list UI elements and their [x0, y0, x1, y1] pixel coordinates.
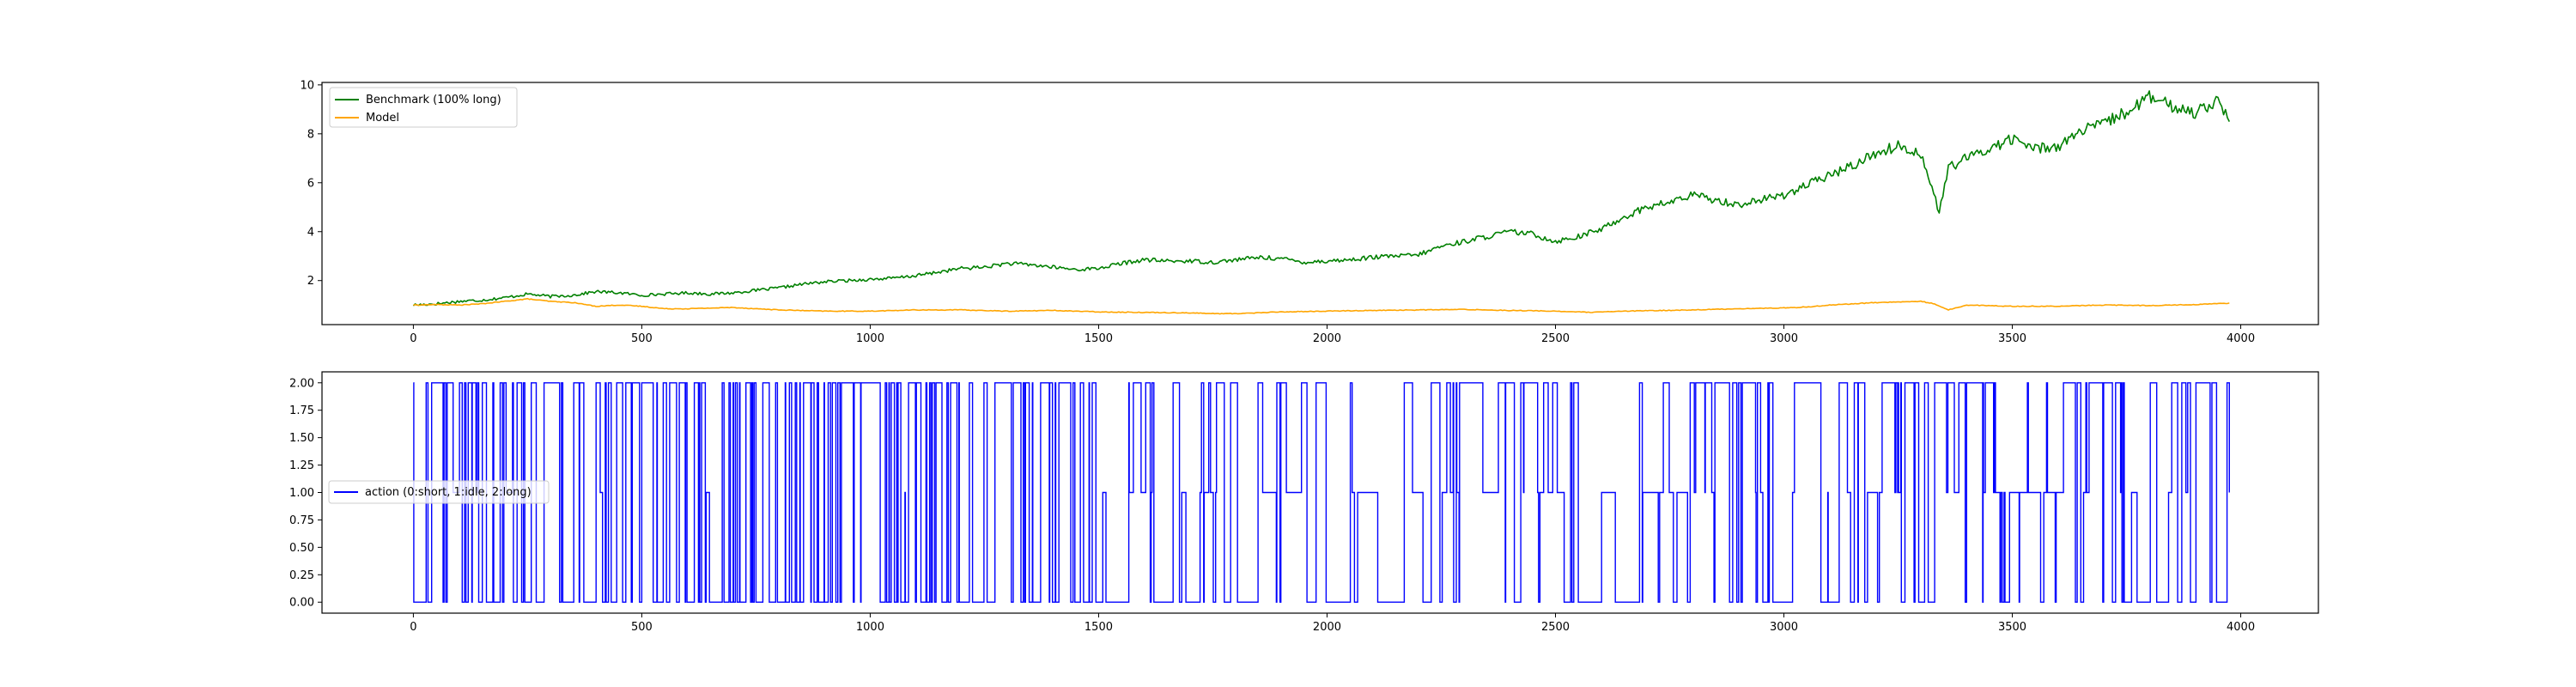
chart1-series-group [412, 90, 2231, 315]
chart2-xtick-label: 3000 [1770, 621, 1798, 634]
legend-model-label: Model [366, 112, 399, 125]
chart1-xtick-label: 500 [631, 332, 653, 345]
chart1-xtick-label: 2500 [1541, 332, 1570, 345]
chart1-xtick-label: 1500 [1084, 332, 1113, 345]
chart1-ytick-label: 2 [307, 275, 314, 288]
benchmark-vs-model-chart: 0 500 1000 1500 2000 2500 3000 3500 4000 246810 … [300, 79, 2319, 345]
chart1-legend-box [329, 87, 518, 128]
legend-benchmark-label: Benchmark (100% long) [366, 94, 501, 106]
action-step-line [413, 382, 2230, 603]
legend-action-label: action (0:short, 1:idle, 2:long) [365, 486, 532, 499]
chart2-ytick-label: 1.00 [289, 487, 314, 500]
benchmark-line [412, 90, 2231, 307]
chart2-series-group [413, 382, 2230, 603]
chart1-y-ticks: 2 4 6 8 10 [300, 79, 322, 288]
chart2-ytick-label: 0.00 [289, 597, 314, 610]
chart1-xtick-label: 3000 [1770, 332, 1798, 345]
chart2-legend: action (0:short, 1:idle, 2:long) [328, 480, 550, 504]
chart1-ytick-label: 8 [307, 128, 314, 141]
chart1-ytick-label: 6 [307, 177, 314, 190]
chart2-ytick-label: 0.25 [289, 569, 314, 582]
chart2-y-ticks: 0.00 0.25 0.50 0.75 1.00 1.25 1.50 1.75 2.00 [289, 377, 322, 610]
chart2-xtick-label: 500 [631, 621, 653, 634]
chart2-xtick-label: 0 [410, 621, 416, 634]
chart2-xtick-label: 4000 [2227, 621, 2255, 634]
chart2-xtick-label: 1000 [856, 621, 884, 634]
chart1-legend: Benchmark (100% long) Model [329, 87, 518, 128]
chart1-xtick-label: 3500 [1998, 332, 2026, 345]
chart2-ytick-label: 2.00 [289, 377, 314, 390]
model-line [413, 297, 2230, 315]
chart1-xtick-label: 1000 [856, 332, 884, 345]
chart2-x-ticks: 0 500 1000 1500 2000 2500 3000 3500 4000 [410, 613, 2255, 634]
chart2-xtick-label: 1500 [1084, 621, 1113, 634]
chart2-xtick-label: 2000 [1313, 621, 1341, 634]
chart1-ytick-label: 10 [300, 79, 314, 92]
chart1-xtick-label: 4000 [2227, 332, 2255, 345]
chart1-axes-frame [321, 82, 2319, 325]
chart2-legend-box [328, 480, 550, 504]
chart2-ytick-label: 1.50 [289, 432, 314, 445]
chart2-xtick-label: 3500 [1998, 621, 2026, 634]
chart1-xtick-label: 2000 [1313, 332, 1341, 345]
chart2-ytick-label: 0.50 [289, 542, 314, 555]
chart2-ytick-label: 1.75 [289, 404, 314, 417]
chart2-xtick-label: 2500 [1541, 621, 1570, 634]
chart1-xtick-label: 0 [410, 332, 416, 345]
chart1-ytick-label: 4 [307, 226, 314, 239]
chart1-x-ticks: 0 500 1000 1500 2000 2500 3000 3500 4000 [410, 325, 2255, 345]
chart2-ytick-label: 0.75 [289, 514, 314, 527]
chart2-ytick-label: 1.25 [289, 459, 314, 472]
action-chart: 0 500 1000 1500 2000 2500 3000 3500 4000 0.00 0.2… [289, 371, 2319, 634]
